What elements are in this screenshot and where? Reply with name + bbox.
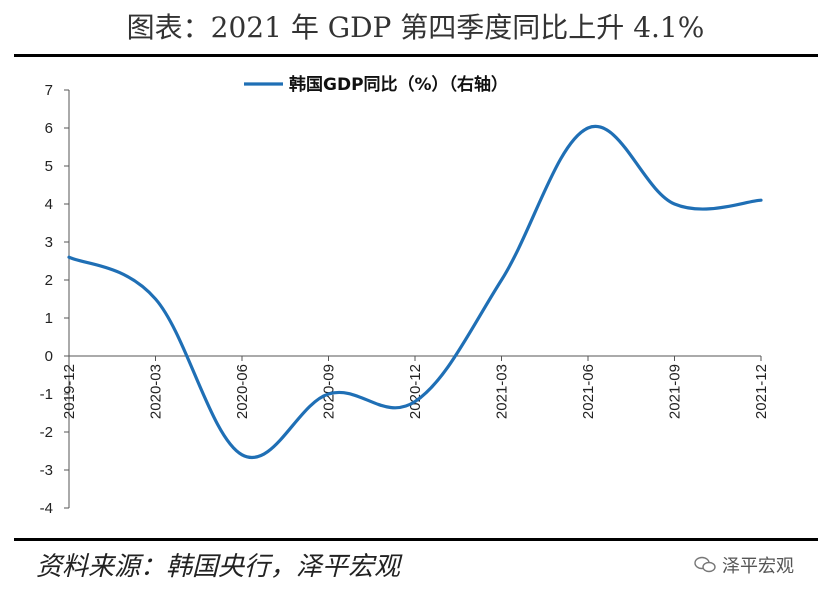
watermark-text: 泽平宏观 — [722, 556, 794, 577]
y-tick-label: -4 — [40, 500, 53, 517]
page-title: 图表：2021 年 GDP 第四季度同比上升 4.1% — [126, 11, 705, 44]
chart-axes — [68, 90, 761, 508]
chart-legend: 韩国GDP同比（%）（右轴） — [244, 74, 508, 95]
x-tick-label: 2021-06 — [580, 364, 597, 419]
y-tick-label: 7 — [45, 82, 53, 99]
source-note: 资料来源：韩国央行，泽平宏观 — [36, 552, 401, 582]
chart-ticks: -4 -3 -2 -1 0 1 2 3 4 5 6 7 2019-12 2020-03 2020-06 202… — [40, 82, 770, 517]
wechat-icon — [694, 556, 716, 573]
legend-label: 韩国GDP同比（%）（右轴） — [289, 74, 508, 95]
watermark: 泽平宏观 — [694, 552, 794, 578]
x-tick-label: 2020-09 — [321, 364, 338, 419]
source-rule — [14, 538, 818, 541]
y-tick-label: 5 — [45, 158, 53, 175]
title-rule — [14, 54, 818, 57]
y-tick-label: -2 — [40, 424, 53, 441]
y-tick-label: 2 — [45, 272, 53, 289]
x-tick-label: 2021-12 — [753, 364, 770, 419]
y-tick-label: -3 — [40, 462, 53, 479]
x-tick-label: 2020-03 — [148, 364, 165, 419]
y-tick-label: 1 — [45, 310, 53, 327]
x-tick-label: 2020-12 — [407, 364, 424, 419]
series-line — [67, 124, 763, 459]
y-tick-label: 3 — [45, 234, 53, 251]
x-tick-label: 2021-09 — [667, 364, 684, 419]
y-tick-label: 6 — [45, 120, 53, 137]
line-chart: -4 -3 -2 -1 0 1 2 3 4 5 6 7 2019-12 2020-03 2020-06 202… — [40, 74, 770, 517]
x-tick-label: 2021-03 — [494, 364, 511, 419]
x-tick-label: 2019-12 — [61, 364, 78, 419]
y-tick-label: 4 — [45, 196, 53, 213]
x-tick-label: 2020-06 — [234, 364, 251, 419]
chart-series — [67, 124, 763, 459]
y-tick-label: -1 — [40, 386, 53, 403]
y-tick-label: 0 — [45, 348, 53, 365]
